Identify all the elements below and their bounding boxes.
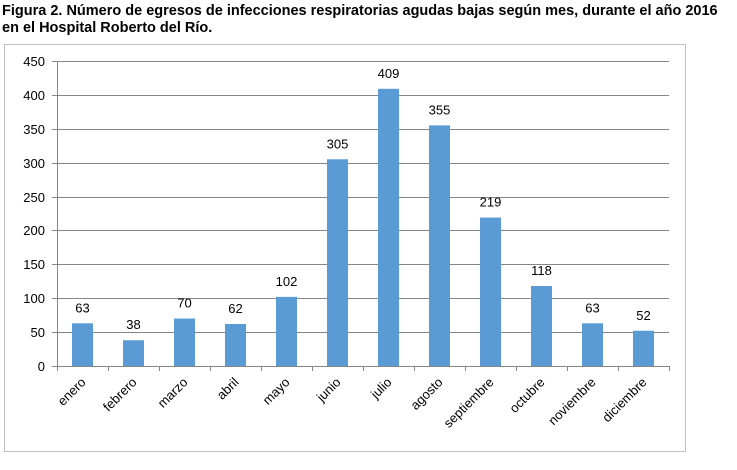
chart-frame — [4, 44, 686, 452]
x-tick-label: noviembre — [545, 375, 599, 429]
data-label: 38 — [126, 317, 140, 332]
x-tick-label: septiembre — [441, 375, 497, 431]
data-label: 102 — [276, 274, 298, 289]
y-tick-label: 450 — [23, 54, 45, 69]
bar — [123, 340, 144, 366]
bar — [480, 217, 501, 366]
data-label: 63 — [585, 300, 599, 315]
bar — [72, 323, 93, 366]
y-tick-label: 400 — [23, 88, 45, 103]
y-tick-label: 300 — [23, 156, 45, 171]
x-tick-label: marzo — [154, 375, 190, 411]
data-label: 63 — [75, 300, 89, 315]
bar — [582, 323, 603, 366]
data-label: 70 — [177, 296, 191, 311]
bar — [174, 318, 195, 366]
x-tick-label: julio — [367, 375, 395, 403]
chart-title: Figura 2. Número de egresos de infeccion… — [2, 3, 718, 36]
x-tick-label: junio — [313, 375, 344, 406]
bar — [531, 286, 552, 366]
y-tick-label: 50 — [31, 325, 45, 340]
data-label: 355 — [429, 102, 451, 117]
x-tick-label: febrero — [100, 375, 140, 415]
data-label: 62 — [228, 301, 242, 316]
x-tick-label: abril — [214, 374, 242, 402]
bar — [276, 296, 297, 366]
data-label: 118 — [531, 263, 552, 278]
x-tick-label: diciembre — [599, 375, 649, 425]
x-tick-label: octubre — [506, 375, 547, 416]
y-tick-label: 200 — [23, 223, 45, 238]
data-label: 409 — [378, 66, 400, 81]
y-tick-label: 350 — [23, 122, 45, 137]
y-tick-label: 100 — [23, 291, 45, 306]
bar — [633, 330, 654, 366]
bar — [327, 159, 348, 366]
x-tick-label: agosto — [407, 375, 445, 413]
y-tick-label: 150 — [23, 257, 45, 272]
x-tick-label: enero — [55, 375, 89, 409]
y-tick-label: 250 — [23, 190, 45, 205]
data-label: 52 — [636, 308, 650, 323]
bar — [225, 323, 246, 366]
bar — [429, 125, 450, 366]
y-tick-label: 0 — [38, 359, 45, 374]
x-tick-label: mayo — [260, 375, 293, 408]
bar — [378, 88, 399, 367]
data-label: 219 — [480, 195, 502, 210]
data-label: 305 — [327, 136, 349, 151]
